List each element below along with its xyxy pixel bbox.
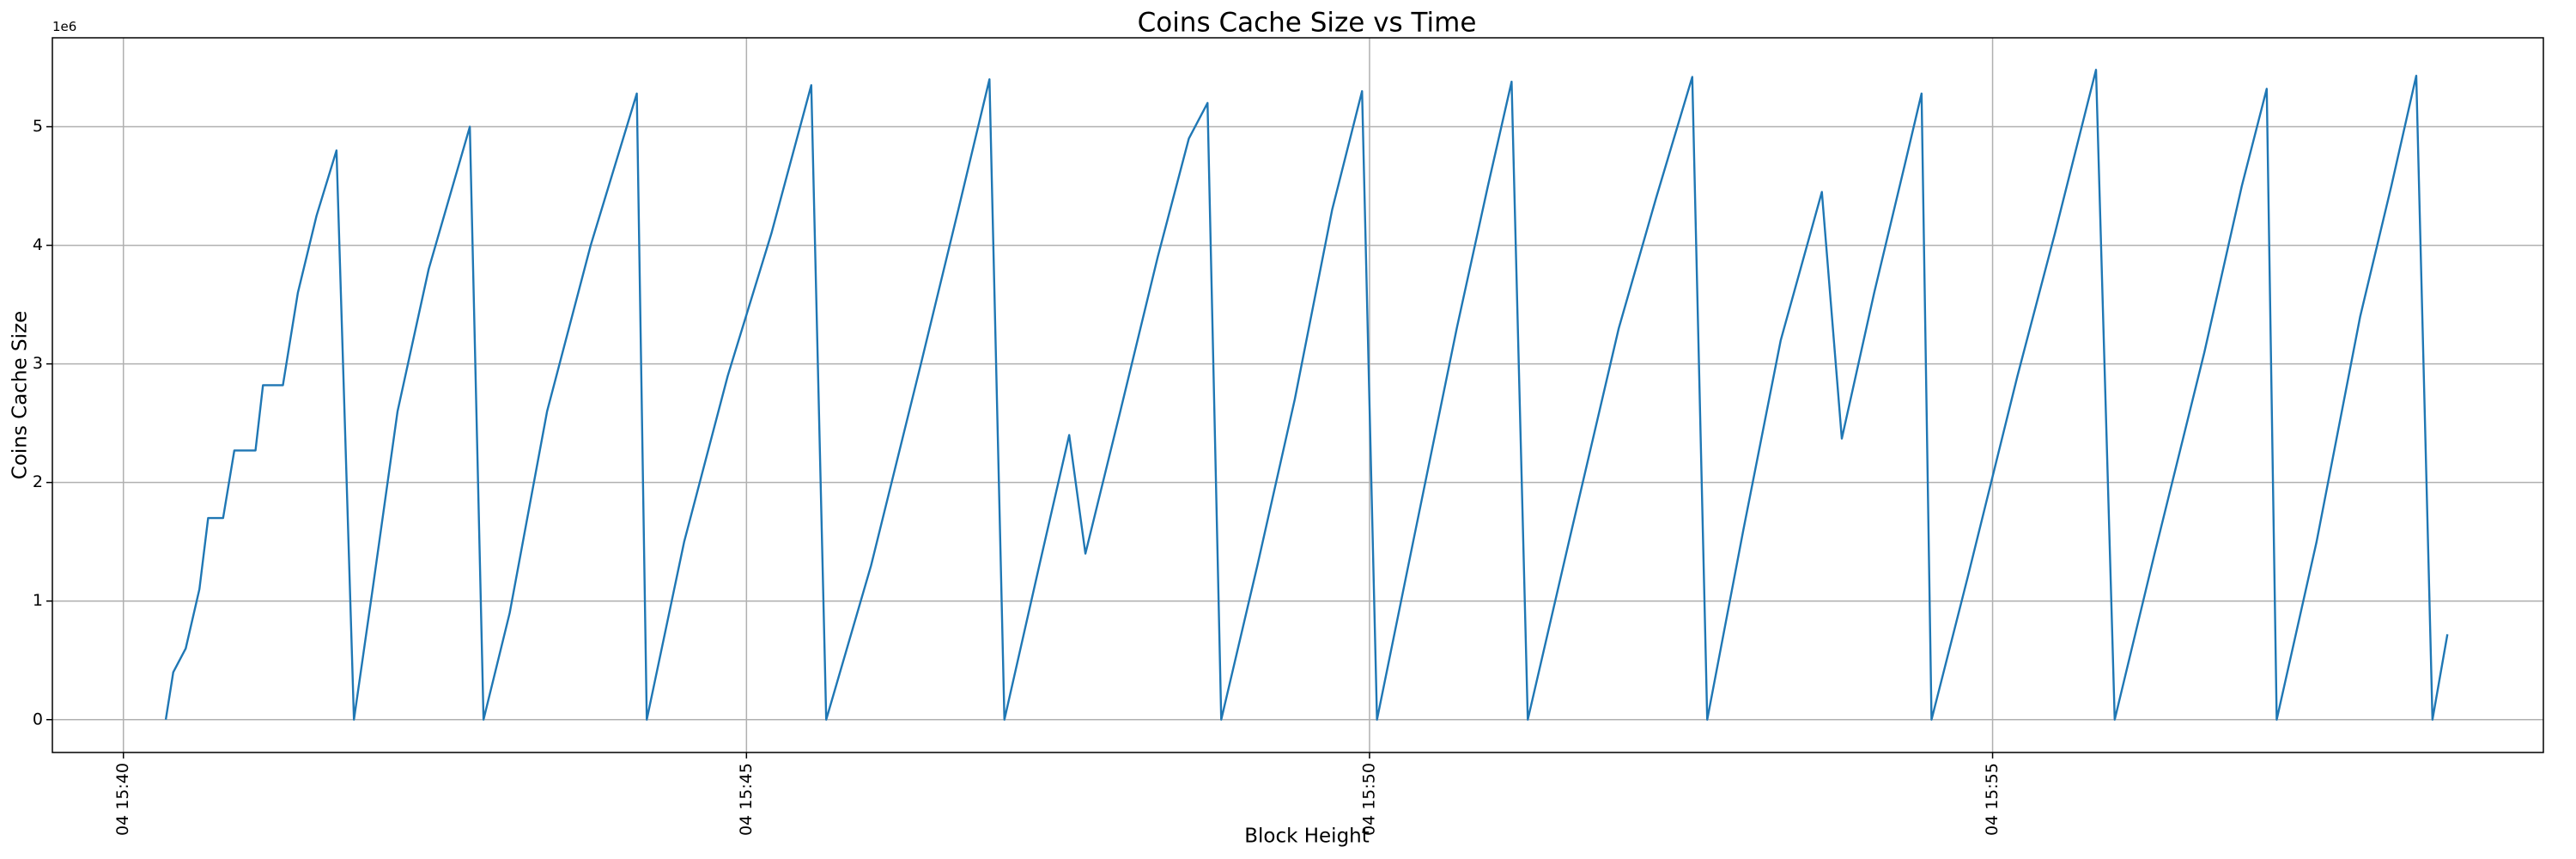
x-tick-label: 04 15:40 [113, 763, 132, 836]
plot-frame [52, 37, 2544, 753]
chart-title: Coins Cache Size vs Time [1138, 8, 1477, 39]
y-tick-label: 2 [33, 472, 43, 491]
y-offset-text: 1e6 [52, 19, 76, 34]
x-axis-label: Block Height [1244, 825, 1370, 848]
x-tick-label: 04 15:45 [737, 763, 756, 836]
x-tick-label: 04 15:55 [1983, 763, 2002, 836]
data-line [164, 69, 2449, 721]
y-tick-label: 0 [33, 710, 43, 728]
x-tick-label: 04 15:50 [1359, 763, 1378, 836]
y-axis-label: Coins Cache Size [9, 311, 32, 479]
y-tick-label: 5 [33, 117, 43, 136]
y-tick-label: 1 [33, 591, 43, 610]
y-tick-label: 3 [33, 354, 43, 373]
y-tick-label: 4 [33, 235, 43, 254]
